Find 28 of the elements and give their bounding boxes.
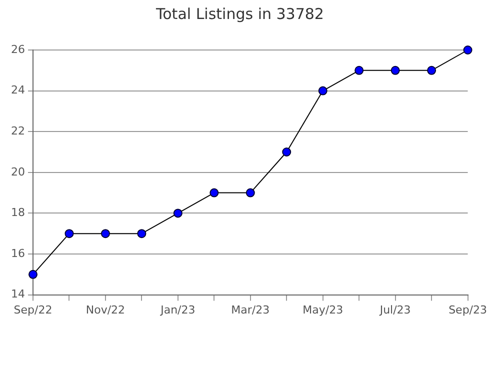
point <box>137 229 146 238</box>
point <box>390 66 400 75</box>
y-tick-label: 14 <box>10 288 25 301</box>
y-tick-label: 20 <box>10 165 25 178</box>
point <box>427 66 436 75</box>
point <box>100 229 110 238</box>
chart-title: Total Listings in 33782 <box>155 4 324 23</box>
x-tick-label: Sep/22 <box>14 303 52 316</box>
point <box>246 188 255 198</box>
y-tick-label: 22 <box>10 124 25 138</box>
point <box>210 188 219 198</box>
x-tick-label: Sep/23 <box>448 303 487 316</box>
x-tick-label: Nov/22 <box>86 303 126 316</box>
point <box>173 208 182 218</box>
x-tick-label: Jan/23 <box>160 303 196 316</box>
y-tick-label: 24 <box>10 84 25 97</box>
y-tick-label: 16 <box>10 246 25 260</box>
point <box>64 229 74 238</box>
point <box>282 148 292 156</box>
y-tick-label: 26 <box>10 42 25 56</box>
x-tick-label: Jul/23 <box>378 303 411 316</box>
y-tick-label: 18 <box>10 206 25 220</box>
point <box>318 86 328 96</box>
point <box>354 66 364 75</box>
x-tick-label: Mar/23 <box>231 303 270 316</box>
x-tick-label: May/23 <box>302 303 344 316</box>
point <box>28 270 38 279</box>
point <box>463 46 472 54</box>
